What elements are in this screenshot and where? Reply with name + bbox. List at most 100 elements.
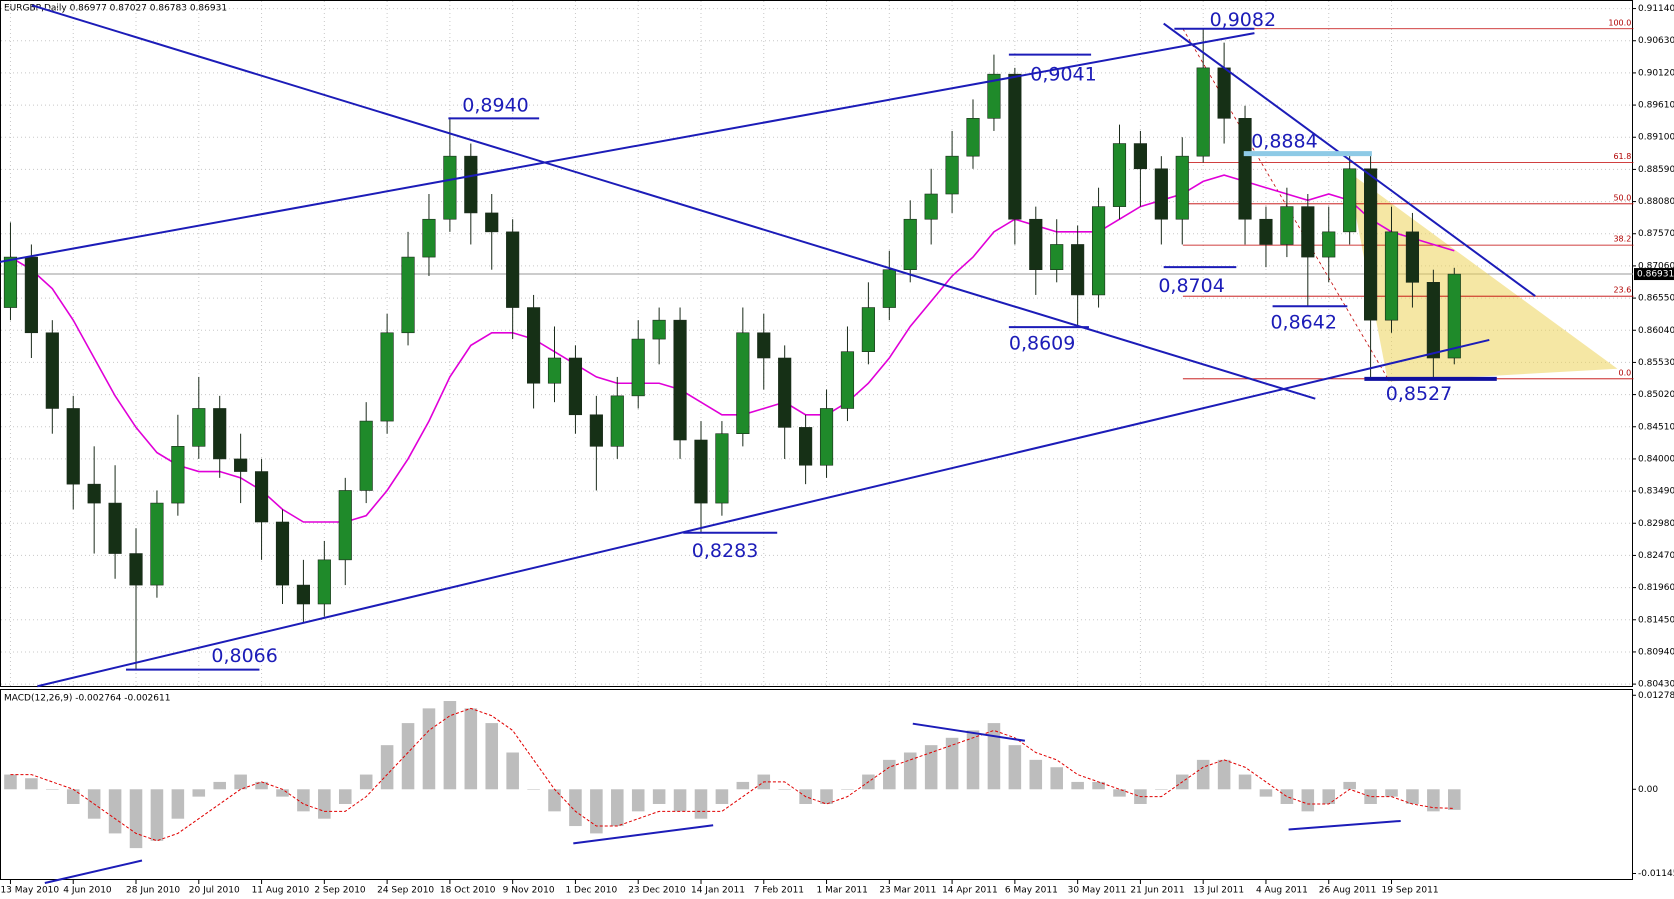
candle-body: [24, 256, 38, 334]
macd-bar: [4, 774, 17, 790]
macd-bar: [1113, 789, 1126, 797]
candle-body: [1426, 282, 1440, 359]
candle-body: [108, 502, 122, 554]
candle-body: [527, 307, 541, 384]
macd-bar: [611, 789, 624, 827]
x-tick-label: 2 Sep 2010: [314, 886, 366, 896]
candle-body: [192, 408, 206, 447]
candle-body: [987, 73, 1001, 119]
candle-body: [380, 332, 394, 422]
macd-signal: [10, 707, 1455, 842]
level-label: 0,8066: [211, 645, 277, 667]
candle-body: [1384, 231, 1399, 321]
y-tick-label: 0.91140: [1638, 4, 1674, 14]
trend-line: [37, 338, 1490, 688]
last-price-box: [1634, 268, 1674, 281]
macd-bar: [338, 789, 352, 804]
candle-body: [254, 471, 269, 523]
macd-bar: [297, 789, 310, 812]
candle-body: [1175, 155, 1189, 220]
candle-body: [1447, 273, 1461, 359]
macd-bar: [380, 745, 394, 790]
x-tick-label: 18 Oct 2010: [440, 886, 496, 896]
macd-bar: [1364, 789, 1377, 804]
macd-bar: [569, 789, 582, 827]
macd-bar: [150, 789, 164, 841]
candle-body: [1112, 143, 1127, 207]
fib-level-label: 100.0: [1608, 18, 1631, 27]
candle-body: [66, 408, 80, 485]
candle-body: [87, 483, 101, 504]
macd-bar: [1155, 789, 1168, 790]
macd-bar: [276, 789, 289, 797]
macd-bar: [778, 789, 791, 790]
macd-title: MACD(12,26,9) -0.002764 -0.002611: [4, 694, 170, 704]
moving-average: [10, 174, 1455, 523]
candle-body: [1238, 118, 1252, 220]
candle-body: [1050, 244, 1064, 271]
divergence-line: [1288, 819, 1401, 831]
y-tick-label: 0.90120: [1638, 68, 1674, 78]
candle-body: [1217, 67, 1231, 119]
candle-body: [1154, 168, 1168, 220]
macd-bar: [25, 778, 38, 790]
candle-body: [317, 559, 331, 605]
candle-body: [694, 439, 708, 504]
candle-body: [213, 408, 227, 460]
macd-bar: [1259, 789, 1273, 797]
trend-line: [1163, 22, 1536, 297]
macd-bar: [1008, 745, 1022, 790]
macd-bar: [966, 730, 980, 790]
y-tick-label: 0.81960: [1638, 583, 1674, 593]
x-tick-label: 7 Feb 2011: [754, 886, 804, 896]
macd-bar: [1217, 759, 1231, 790]
macd-bar: [318, 789, 331, 819]
macd-bar: [736, 781, 750, 790]
y-tick-label: 0.82980: [1638, 519, 1674, 529]
macd-bar: [422, 708, 436, 790]
macd-bar: [1196, 759, 1210, 790]
x-tick-label: 13 Jul 2011: [1193, 886, 1244, 896]
candle-body: [1280, 206, 1294, 245]
macd-bar: [631, 789, 645, 812]
macd-bar: [359, 774, 373, 790]
y-tick-label: 0.86550: [1638, 294, 1674, 304]
candle-body: [464, 155, 478, 214]
candle-body: [443, 155, 457, 220]
candle-body: [1322, 231, 1336, 258]
x-tick-label: 1 Mar 2011: [817, 886, 868, 896]
y-tick-label: 0.012785: [1638, 691, 1674, 701]
candle-body: [547, 357, 562, 384]
y-tick-label: 0.87060: [1638, 261, 1674, 271]
candle-body: [673, 319, 687, 441]
level-label: 0,8527: [1386, 383, 1452, 405]
candle-body: [903, 218, 917, 271]
x-tick-label: 21 Jun 2011: [1130, 886, 1184, 896]
macd-bar: [1029, 759, 1043, 790]
macd-bar: [1280, 789, 1294, 804]
candle-body: [1301, 206, 1315, 258]
divergence-line: [573, 824, 714, 845]
macd-bar: [1406, 789, 1419, 804]
candle-body: [3, 256, 18, 308]
candle-body: [631, 338, 645, 397]
macd-bar: [548, 789, 561, 812]
y-tick-label: 0.84510: [1638, 422, 1674, 432]
candle-body: [506, 231, 520, 308]
candle-body: [485, 212, 499, 233]
candle-body: [945, 155, 959, 195]
price-panel-frame: [0, 0, 1633, 687]
x-tick-label: 4 Jun 2010: [63, 886, 112, 896]
macd-bar: [213, 781, 226, 790]
x-tick-label: 9 Nov 2010: [503, 886, 555, 896]
macd-bar: [443, 701, 457, 790]
divergence-line: [912, 722, 1026, 742]
x-tick-label: 4 Aug 2011: [1256, 886, 1308, 896]
fib-base-line: [1182, 28, 1389, 380]
candle-body: [401, 256, 415, 334]
level-label: 0,8940: [462, 94, 528, 116]
y-tick-label: 0.84000: [1638, 454, 1674, 464]
candle-body: [296, 584, 310, 605]
macd-bar: [464, 708, 478, 790]
